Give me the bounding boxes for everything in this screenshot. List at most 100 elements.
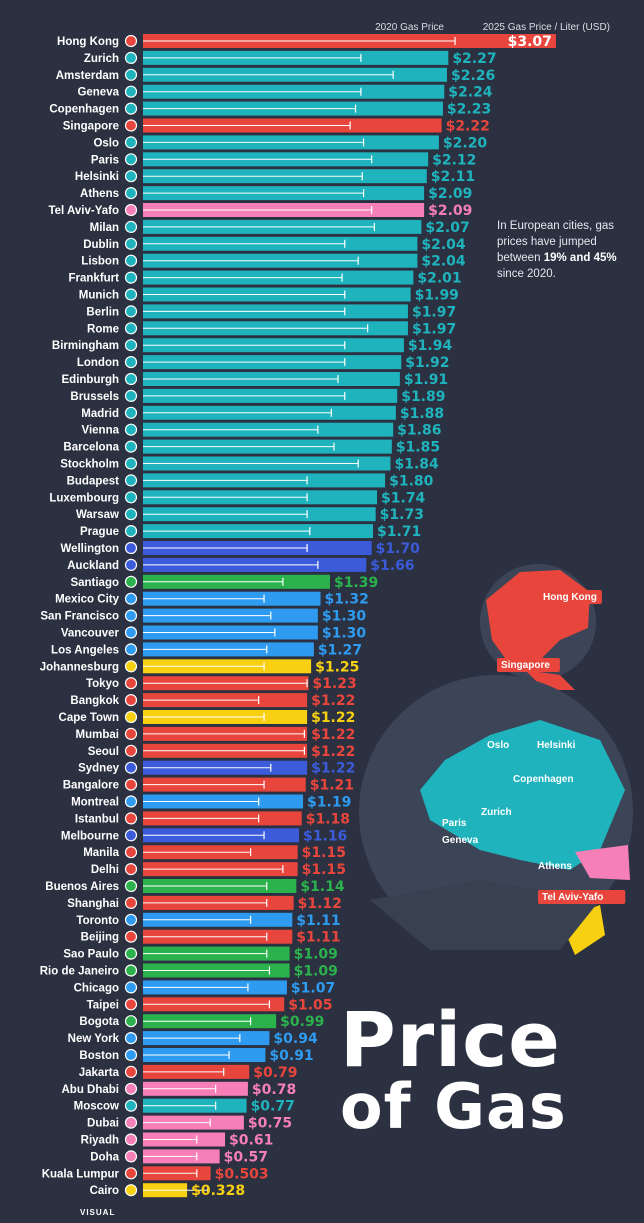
value-label: $0.328 (191, 1183, 245, 1199)
brand-logo: VISUAL (80, 1208, 116, 1217)
city-label: Kuala Lumpur (42, 1168, 120, 1180)
value-label: $0.503 (215, 1166, 269, 1182)
flag-icon (124, 1048, 138, 1062)
map-label: Paris (442, 818, 467, 829)
note-pct-low: 19% (543, 252, 567, 264)
city-label: Birmingham (52, 340, 119, 352)
city-label: Boston (79, 1050, 119, 1062)
city-label: Oslo (93, 137, 119, 149)
flag-icon (124, 981, 138, 994)
flag-icon (124, 339, 138, 352)
city-label: Mexico City (55, 594, 120, 606)
city-label: Los Angeles (51, 644, 119, 656)
city-label: Dublin (83, 239, 119, 251)
note-and: and (569, 252, 591, 264)
value-label: $1.74 (381, 490, 426, 506)
city-label: Helsinki (75, 171, 119, 183)
note-pct-high: 45% (593, 252, 617, 264)
value-label: $1.89 (401, 389, 445, 405)
flag-icon (124, 913, 138, 926)
value-label: $1.94 (408, 338, 453, 354)
value-label: $1.86 (397, 423, 441, 439)
city-label: Toronto (76, 915, 119, 927)
value-label: $1.73 (380, 507, 424, 523)
city-label: Bangkok (70, 695, 119, 707)
value-label: $2.04 (421, 254, 466, 270)
flag-icon (124, 862, 138, 876)
flag-icon (124, 879, 138, 893)
city-label: Cairo (90, 1185, 119, 1197)
flag-icon (124, 693, 138, 707)
value-label: $1.22 (311, 693, 355, 709)
city-label: Zurich (84, 53, 119, 65)
title-line-2: of Gas (340, 1070, 567, 1143)
city-label: Frankfurt (69, 273, 120, 285)
flag-icon (124, 153, 138, 166)
value-label: $0.61 (229, 1133, 273, 1149)
flag-icon (124, 136, 138, 149)
value-label: $1.16 (303, 828, 347, 844)
value-label: $2.11 (431, 169, 475, 185)
value-label: $1.22 (311, 761, 355, 777)
city-label: Edinburgh (62, 374, 120, 386)
city-label: Seoul (88, 746, 119, 758)
value-label: $1.11 (296, 930, 340, 946)
city-label: Milan (90, 222, 119, 234)
city-label: Santiago (70, 577, 119, 589)
value-label: $1.18 (306, 811, 350, 827)
flag-icon (124, 237, 138, 250)
flag-icon (124, 727, 138, 741)
city-label: Stockholm (60, 459, 119, 471)
city-label: Rome (87, 323, 119, 335)
city-label: Brussels (70, 391, 119, 403)
flag-icon (124, 119, 138, 132)
value-label: $1.84 (394, 457, 439, 473)
value-label: $1.21 (310, 778, 354, 794)
flag-icon (124, 592, 138, 605)
city-label: Vienna (82, 425, 120, 437)
flag-icon (124, 558, 138, 572)
value-label: $0.77 (251, 1099, 295, 1115)
city-label: New York (68, 1033, 120, 1045)
value-label: $1.22 (311, 710, 355, 726)
flag-icon (124, 930, 138, 943)
flag-icon (124, 1116, 138, 1129)
value-label: $2.23 (447, 102, 491, 118)
city-label: Buenos Aires (45, 881, 119, 893)
flag-icon (124, 254, 138, 267)
city-label: Istanbul (75, 813, 119, 825)
value-label: $1.92 (405, 355, 449, 371)
city-label: Shanghai (67, 898, 119, 910)
value-label: $1.39 (334, 575, 378, 591)
flag-icon (124, 778, 138, 791)
flag-icon (124, 524, 138, 538)
map-label: Geneva (442, 835, 479, 846)
value-label: $2.27 (452, 51, 496, 67)
city-label: Luxembourg (49, 492, 119, 504)
flag-icon (124, 220, 138, 233)
value-label: $2.20 (443, 135, 488, 151)
value-label: $0.57 (224, 1149, 268, 1165)
city-label: Bogota (79, 1016, 119, 1028)
city-label: Dubai (87, 1118, 119, 1130)
flag-icon (124, 271, 138, 284)
city-label: Chicago (74, 982, 119, 994)
flag-icon (124, 508, 138, 521)
city-label: Abu Dhabi (62, 1084, 120, 1096)
city-label: Moscow (74, 1101, 119, 1113)
value-label: $1.27 (318, 642, 362, 658)
flag-icon (124, 491, 138, 504)
value-label: $1.97 (412, 321, 456, 337)
flag-icon (124, 170, 138, 183)
flag-icon (124, 457, 138, 470)
city-label: Prague (80, 526, 119, 538)
flag-icon (124, 795, 138, 808)
value-label: $0.79 (253, 1065, 297, 1081)
flag-icon (124, 102, 138, 115)
map-label: Hong Kong (543, 592, 597, 603)
city-label: Singapore (63, 121, 119, 133)
city-label: Doha (90, 1151, 119, 1163)
value-label: $1.71 (377, 524, 421, 540)
flag-icon (124, 68, 138, 81)
flag-icon (124, 677, 138, 690)
